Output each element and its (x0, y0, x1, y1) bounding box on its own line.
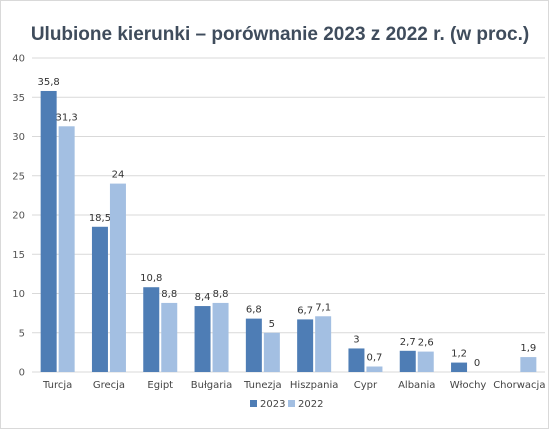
data-label: 5 (269, 319, 275, 330)
x-tick-label: Bułgaria (191, 380, 233, 391)
bar-2022 (417, 351, 434, 372)
data-label: 1,2 (451, 349, 467, 360)
data-label: 18,5 (89, 213, 111, 224)
y-tick-label: 40 (12, 54, 25, 65)
x-tick-label: Tunezja (243, 380, 282, 391)
data-label: 6,8 (246, 305, 262, 316)
bar-2022 (366, 366, 383, 372)
legend-label: 2023 (260, 399, 285, 410)
y-tick-label: 35 (12, 93, 25, 104)
x-axis-labels: Turcja Grecja Egipt Bułgaria Tunezja Hiszpani… (42, 380, 545, 391)
x-tick-label: Chorwacja (493, 380, 545, 391)
data-label: 2,7 (400, 337, 416, 348)
legend-swatch-2023 (250, 400, 257, 407)
bar-2023 (297, 319, 314, 372)
x-tick-label: Cypr (354, 380, 378, 391)
legend-label: 2022 (298, 399, 323, 410)
x-tick-label: Włochy (450, 380, 487, 391)
y-tick-label: 25 (12, 171, 25, 182)
bar-2023 (399, 350, 416, 372)
legend-swatch-2022 (288, 400, 295, 407)
x-tick-label: Albania (398, 380, 435, 391)
data-label: 31,3 (56, 112, 78, 123)
bar-2023 (40, 90, 57, 372)
y-tick-label: 0 (19, 368, 25, 379)
data-label: 10,8 (140, 273, 162, 284)
data-label: 0 (474, 358, 480, 369)
x-tick-label: Egipt (147, 380, 173, 391)
legend: 2023 2022 (250, 399, 323, 410)
x-tick-label: Grecja (93, 380, 125, 391)
bar-2023 (143, 287, 160, 372)
y-tick-label: 5 (19, 328, 25, 339)
bar-2022 (263, 332, 280, 372)
data-label: 35,8 (38, 77, 60, 88)
data-label: 8,8 (213, 289, 229, 300)
y-axis-ticks: 0 5 10 15 20 25 30 35 40 (12, 54, 25, 379)
bar-2023 (91, 226, 108, 372)
x-tick-label: Hiszpania (290, 380, 338, 391)
y-tick-label: 30 (12, 132, 25, 143)
data-label: 8,4 (195, 292, 211, 303)
bar-2022 (315, 316, 332, 372)
data-label: 6,7 (297, 305, 313, 316)
bar-2023 (451, 362, 468, 372)
x-tick-label: Turcja (42, 380, 72, 391)
data-label: 2,6 (418, 338, 434, 349)
bar-2022 (520, 357, 537, 372)
y-tick-label: 20 (12, 211, 25, 222)
bar-2023 (194, 306, 211, 372)
data-label: 8,8 (161, 289, 177, 300)
data-label: 0,7 (366, 353, 382, 364)
y-tick-label: 10 (12, 289, 25, 300)
bar-2023 (245, 318, 262, 372)
chart-title: Ulubione kierunki – porównanie 2023 z 20… (31, 24, 529, 45)
bar-2023 (348, 348, 365, 372)
bar-2022 (109, 183, 126, 372)
data-label: 7,1 (315, 302, 331, 313)
data-label: 1,9 (520, 343, 536, 354)
bar-2022 (58, 126, 75, 372)
bar-2022 (212, 302, 229, 372)
data-label: 24 (112, 170, 125, 181)
data-label: 3 (353, 334, 359, 345)
bar-2022 (161, 302, 178, 372)
y-tick-label: 15 (12, 250, 25, 261)
